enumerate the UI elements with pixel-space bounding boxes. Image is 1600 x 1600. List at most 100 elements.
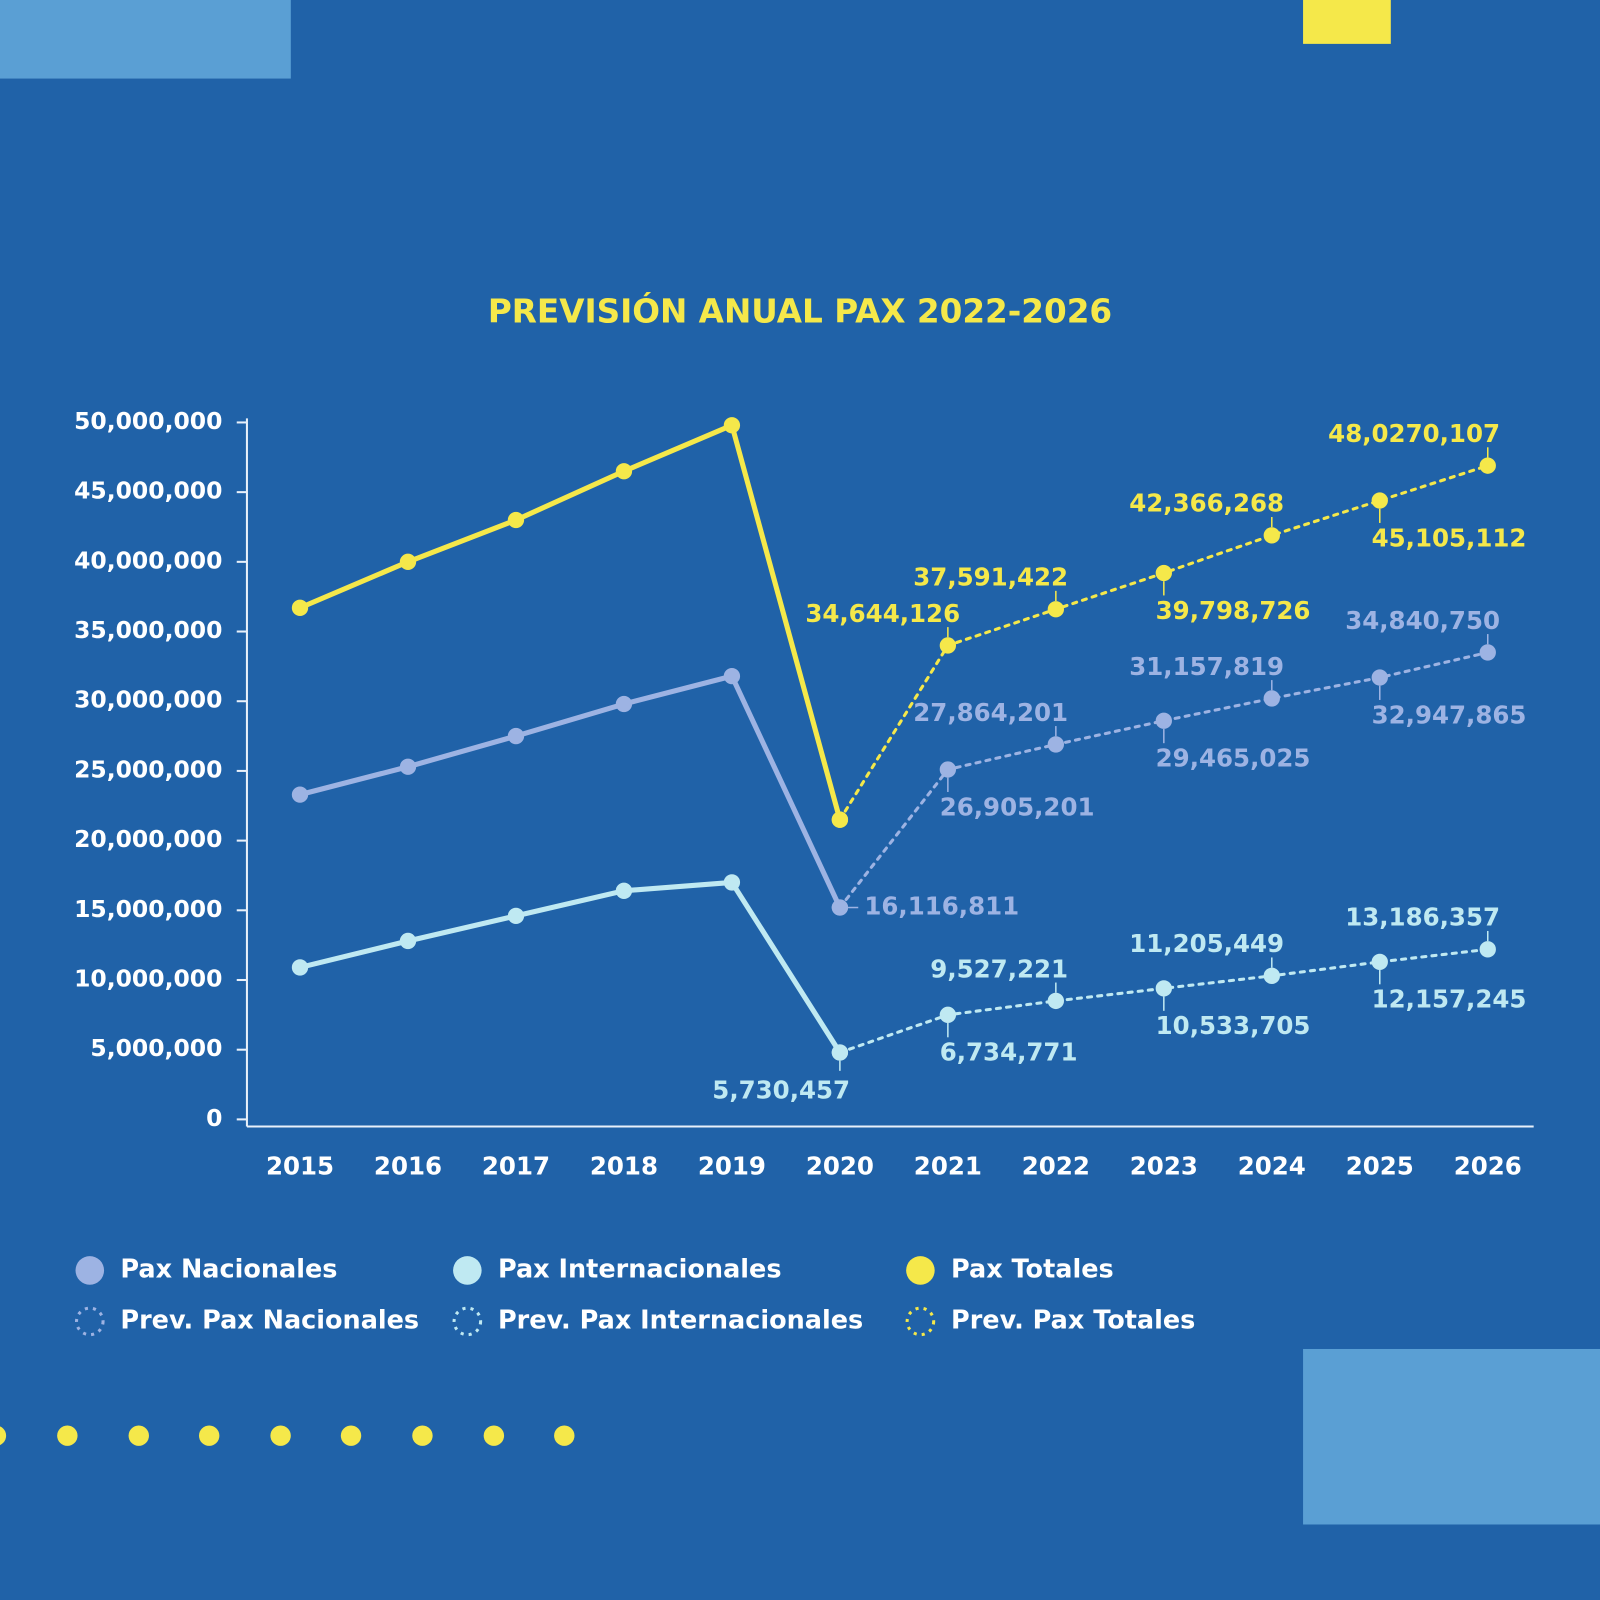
legend-marker <box>906 1256 935 1285</box>
y-tick-label: 15,000,000 <box>74 895 222 923</box>
decoration <box>1303 0 1391 44</box>
decoration-dots <box>0 1425 575 1446</box>
series-line <box>297 879 843 1056</box>
legend-label: Pax Totales <box>951 1254 1114 1284</box>
annotation: 11,205,449 <box>1129 929 1284 958</box>
decoration <box>0 0 291 79</box>
y-tick-label: 50,000,000 <box>74 407 222 435</box>
x-tick-label: 2022 <box>1022 1151 1090 1180</box>
annotation: 42,366,268 <box>1129 489 1284 518</box>
legend-label: Prev. Pax Nacionales <box>120 1305 419 1335</box>
decoration <box>1303 1348 1600 1525</box>
x-tick-label: 2019 <box>698 1151 766 1180</box>
annotation: 31,157,819 <box>1129 652 1284 681</box>
x-tick-label: 2024 <box>1238 1151 1306 1180</box>
annotation: 48,0270,107 <box>1328 419 1500 448</box>
x-tick-label: 2023 <box>1130 1151 1198 1180</box>
data-point <box>939 1006 957 1024</box>
data-point <box>1371 953 1388 971</box>
data-point <box>1047 736 1065 753</box>
series-line <box>297 673 843 911</box>
annotation: 16,116,811 <box>864 892 1019 921</box>
annotation: 34,840,750 <box>1345 606 1500 635</box>
data-point <box>1155 564 1172 582</box>
data-point <box>615 463 633 480</box>
x-tick-label: 2017 <box>482 1151 550 1180</box>
data-point <box>723 874 741 891</box>
annotation: 37,591,422 <box>913 563 1068 592</box>
annotation: 10,533,705 <box>1156 1011 1311 1040</box>
data-point <box>831 899 849 916</box>
y-tick-label: 45,000,000 <box>74 477 222 505</box>
data-point <box>399 758 417 775</box>
data-point <box>615 695 633 713</box>
data-point <box>1263 690 1280 707</box>
data-point <box>1479 644 1496 661</box>
data-point <box>1479 941 1496 958</box>
annotation: 27,864,201 <box>913 698 1068 727</box>
annotation: 34,644,126 <box>805 599 960 628</box>
data-point <box>1479 457 1496 474</box>
legend-marker <box>75 1256 105 1285</box>
annotation: 39,798,726 <box>1156 596 1311 625</box>
chart-title: PREVISIÓN ANUAL PAX 2022-2026 <box>488 291 1112 330</box>
y-tick-label: 10,000,000 <box>74 965 222 993</box>
x-tick-label: 2025 <box>1346 1151 1414 1180</box>
x-tick-label: 2026 <box>1454 1151 1522 1180</box>
data-point <box>723 417 741 434</box>
annotation: 32,947,865 <box>1372 700 1527 729</box>
x-tick-label: 2021 <box>914 1151 982 1180</box>
data-point <box>1263 527 1280 544</box>
data-point <box>291 786 309 803</box>
annotation: 26,905,201 <box>940 792 1095 821</box>
x-tick-label: 2015 <box>266 1151 334 1180</box>
data-point <box>507 511 525 529</box>
legend-marker <box>75 1306 105 1337</box>
data-point <box>399 932 417 950</box>
y-tick-label: 0 <box>206 1104 222 1132</box>
annotation: 29,465,025 <box>1156 744 1311 773</box>
annotation: 5,730,457 <box>712 1075 850 1104</box>
x-tick-label: 2020 <box>806 1151 874 1180</box>
data-point <box>507 727 525 745</box>
data-point <box>507 907 525 925</box>
data-point <box>615 882 633 899</box>
data-point <box>939 637 957 654</box>
y-tick-label: 30,000,000 <box>74 686 222 714</box>
data-point <box>291 959 309 976</box>
data-point <box>1371 669 1388 686</box>
x-tick-label: 2018 <box>590 1151 658 1180</box>
data-point <box>1371 492 1388 509</box>
legend-marker <box>452 1306 483 1337</box>
data-point <box>723 667 741 685</box>
data-point <box>1155 712 1172 729</box>
y-tick-label: 25,000,000 <box>74 755 222 783</box>
data-point <box>1047 601 1065 618</box>
series-line <box>297 422 843 823</box>
data-point <box>399 553 417 570</box>
annotation: 12,157,245 <box>1372 985 1527 1014</box>
legend-label: Pax Internacionales <box>498 1254 782 1284</box>
data-point <box>1155 980 1172 997</box>
data-point <box>291 599 309 616</box>
annotation: 6,734,771 <box>940 1038 1078 1067</box>
y-tick-label: 20,000,000 <box>74 825 222 853</box>
legend-label: Prev. Pax Internacionales <box>498 1305 863 1335</box>
data-point <box>1047 992 1065 1010</box>
data-point <box>1263 967 1280 984</box>
x-tick-label: 2016 <box>374 1151 442 1180</box>
y-tick-label: 35,000,000 <box>74 616 222 644</box>
y-tick-label: 40,000,000 <box>74 546 222 574</box>
legend-label: Pax Nacionales <box>120 1254 337 1284</box>
data-point <box>831 1044 849 1061</box>
legend-label: Prev. Pax Totales <box>951 1305 1195 1335</box>
y-tick-label: 5,000,000 <box>90 1034 222 1062</box>
annotation: 13,186,357 <box>1345 903 1500 932</box>
annotation: 45,105,112 <box>1372 523 1527 552</box>
legend-marker <box>905 1306 936 1337</box>
legend-marker <box>453 1256 482 1285</box>
data-point <box>831 811 849 828</box>
annotation: 9,527,221 <box>930 954 1068 983</box>
